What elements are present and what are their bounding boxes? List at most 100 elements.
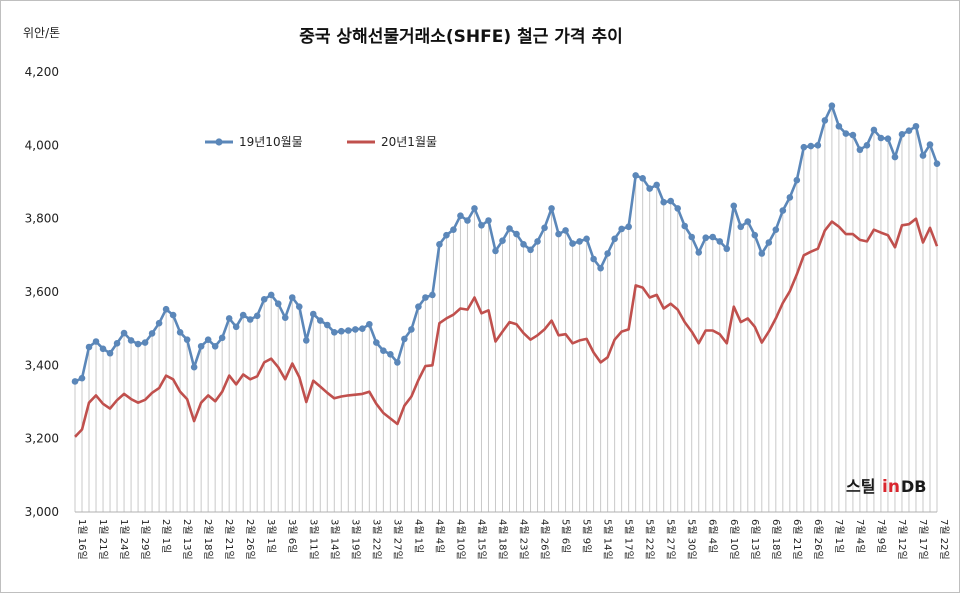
data-point bbox=[485, 217, 492, 224]
x-tick-label: 7월 17일 bbox=[917, 519, 929, 560]
data-point bbox=[870, 126, 878, 134]
data-point bbox=[772, 226, 780, 233]
data-point bbox=[891, 153, 899, 161]
data-point bbox=[429, 291, 436, 299]
data-point bbox=[316, 317, 324, 324]
x-tick-label: 4월 4일 bbox=[433, 519, 445, 553]
data-point bbox=[162, 305, 170, 313]
data-point bbox=[758, 250, 766, 257]
data-point bbox=[632, 172, 639, 179]
data-point bbox=[639, 175, 646, 182]
x-tick-label: 5월 22일 bbox=[644, 519, 656, 560]
x-tick-label: 1월 29일 bbox=[139, 519, 151, 560]
x-tick-label: 4월 26일 bbox=[539, 519, 551, 560]
data-point bbox=[422, 294, 429, 301]
data-point bbox=[253, 312, 261, 320]
data-point bbox=[527, 246, 534, 254]
data-point bbox=[155, 319, 163, 327]
series-layer bbox=[71, 102, 941, 438]
x-tick-label: 2월 26일 bbox=[244, 519, 256, 560]
x-tick-label: 6월 21일 bbox=[791, 519, 803, 560]
data-point bbox=[260, 296, 268, 303]
legend-label-series-2: 20년1월물 bbox=[381, 135, 437, 149]
legend-label-series-1: 19년10월물 bbox=[239, 135, 303, 149]
data-point bbox=[828, 102, 836, 110]
x-tick-label: 4월 18일 bbox=[496, 519, 508, 560]
data-point bbox=[695, 249, 703, 256]
data-point bbox=[197, 342, 205, 350]
data-point bbox=[849, 131, 857, 139]
data-point bbox=[555, 230, 562, 238]
x-tick-label: 7월 4일 bbox=[854, 519, 866, 553]
data-point bbox=[898, 131, 906, 138]
y-axis: 3,000 3,200 3,400 3,600 3,800 4,000 4,200 bbox=[25, 65, 937, 519]
x-tick-label: 6월 13일 bbox=[749, 519, 761, 560]
data-point bbox=[569, 240, 576, 247]
data-point bbox=[653, 181, 660, 189]
data-point bbox=[919, 152, 927, 159]
data-point bbox=[99, 345, 107, 353]
x-tick-label: 6월 4일 bbox=[707, 519, 719, 553]
data-point bbox=[842, 130, 850, 137]
data-point bbox=[562, 227, 569, 234]
data-point bbox=[387, 351, 394, 358]
x-tick-label: 3월 22일 bbox=[370, 519, 382, 560]
x-tick-label: 6월 10일 bbox=[728, 519, 740, 560]
data-point bbox=[464, 217, 471, 224]
data-point bbox=[814, 142, 822, 149]
data-point bbox=[78, 374, 86, 382]
y-tick-label: 3,800 bbox=[25, 212, 59, 226]
data-point bbox=[744, 218, 752, 225]
y-tick-label: 3,600 bbox=[25, 285, 59, 299]
data-point bbox=[856, 146, 864, 154]
data-point bbox=[786, 194, 794, 201]
data-point bbox=[660, 198, 667, 206]
x-tick-label: 4월 15일 bbox=[475, 519, 487, 560]
data-point bbox=[302, 337, 310, 344]
data-point bbox=[232, 323, 240, 331]
data-point bbox=[309, 310, 317, 318]
legend: 19년10월물 20년1월물 bbox=[205, 135, 437, 149]
data-point bbox=[106, 349, 114, 357]
data-point bbox=[751, 231, 759, 239]
data-point bbox=[183, 336, 191, 343]
data-point bbox=[618, 225, 625, 233]
x-tick-label: 6월 18일 bbox=[770, 519, 782, 560]
data-point bbox=[211, 342, 219, 350]
data-point bbox=[604, 250, 611, 257]
data-point bbox=[513, 230, 520, 238]
x-tick-label: 2월 21일 bbox=[223, 519, 235, 560]
data-point bbox=[912, 122, 920, 130]
x-tick-label: 5월 27일 bbox=[665, 519, 677, 560]
data-point bbox=[401, 335, 408, 343]
data-point bbox=[884, 135, 892, 143]
x-tick-label: 1월 24일 bbox=[118, 519, 130, 560]
data-point bbox=[674, 205, 681, 212]
data-point bbox=[190, 363, 198, 371]
data-point bbox=[499, 237, 506, 244]
data-point bbox=[625, 223, 632, 231]
x-tick-label: 3월 6일 bbox=[286, 519, 298, 553]
data-point bbox=[127, 337, 135, 344]
data-point bbox=[71, 378, 79, 385]
data-point bbox=[534, 238, 541, 245]
series-line-1 bbox=[74, 104, 939, 383]
x-tick-label: 3월 27일 bbox=[391, 519, 403, 560]
data-point bbox=[611, 235, 618, 243]
watermark-part-3: DB bbox=[901, 477, 926, 496]
data-point bbox=[457, 212, 464, 220]
x-tick-label: 5월 6일 bbox=[560, 519, 572, 553]
data-point bbox=[779, 207, 787, 214]
data-point bbox=[590, 255, 597, 263]
data-point bbox=[471, 205, 478, 212]
data-point bbox=[506, 225, 513, 232]
data-point bbox=[352, 326, 359, 333]
data-point bbox=[288, 294, 296, 301]
x-tick-label: 3월 11일 bbox=[307, 519, 319, 560]
x-tick-label: 7월 1일 bbox=[833, 519, 845, 553]
data-point bbox=[415, 303, 422, 310]
watermark-part-1: 스틸 bbox=[846, 477, 875, 496]
data-point bbox=[274, 300, 282, 308]
data-point bbox=[176, 329, 184, 336]
